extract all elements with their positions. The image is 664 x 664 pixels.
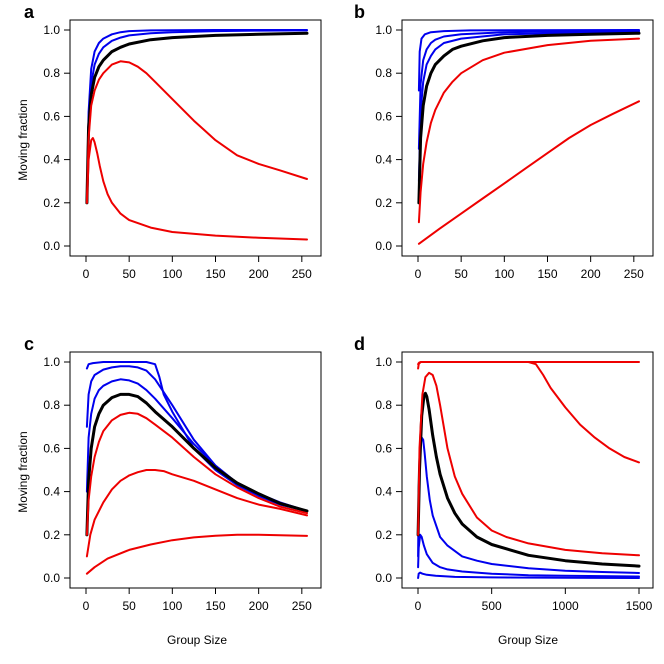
x-tick-label: 0 [415,267,422,281]
series-line-2 [85,29,308,204]
series-line-7 [85,533,308,575]
series-line-4 [85,392,309,537]
x-tick-label: 100 [162,599,182,613]
series-line-3 [417,30,640,183]
x-tick-label: 1000 [552,599,579,613]
series-line-2 [417,533,640,578]
x-tick-label: 0 [83,599,90,613]
x-tick-label: 200 [249,599,269,613]
x-tick-label: 0 [83,267,90,281]
series-line-6 [417,361,640,464]
series-line-2 [417,29,640,150]
series-line-4 [417,31,641,205]
panel-c-letter: c [24,334,34,354]
y-tick-label: 0.0 [375,239,392,253]
panel-a-ylabel: Moving fraction [16,99,30,180]
y-tick-label: 0.8 [375,66,392,80]
series-line-3 [85,31,309,205]
panel-c: 0 50 100 150 200 250 0.0 0.2 0.4 0.6 0.8 1.0 [43,351,322,613]
series-line-1 [417,29,640,92]
y-tick-label: 0.6 [375,441,392,455]
x-tick-label: 100 [494,267,514,281]
y-tick-label: 0.6 [43,441,60,455]
plot-frame [69,19,322,257]
y-tick-label: 0.6 [375,109,392,123]
plot-frame [401,351,654,589]
y-tick-label: 0.4 [43,153,60,167]
panel-c-ylabel: Moving fraction [16,431,30,512]
y-tick-label: 1.0 [43,23,60,37]
x-tick-label: 0 [415,599,422,613]
series-line-5 [417,37,640,224]
panel-b-letter: b [354,2,365,22]
panel-d-letter: d [354,334,365,354]
y-tick-label: 1.0 [375,23,392,37]
x-tick-label: 100 [162,267,182,281]
x-tick-label: 1500 [626,599,653,613]
y-tick-label: 0.2 [375,196,392,210]
plot-frame [401,19,654,257]
y-tick-label: 0.4 [43,485,60,499]
x-tick-label: 500 [482,599,502,613]
panel-b: 0 50 100 150 200 250 0.0 0.2 0.4 0.6 0.8 1.0 [375,19,654,281]
series-line-1 [85,361,308,512]
x-tick-label: 250 [624,267,644,281]
x-tick-label: 250 [292,267,312,281]
series-line-3 [85,378,308,512]
y-tick-label: 0.2 [375,528,392,542]
x-tick-label: 50 [122,267,136,281]
plot-frame [69,351,322,589]
x-tick-label: 150 [205,599,225,613]
series-line-5 [417,371,640,557]
y-tick-label: 1.0 [375,355,392,369]
series-line-1 [85,29,308,204]
series-line-5 [85,411,308,536]
x-tick-label: 50 [454,267,468,281]
series-line-4 [416,391,641,568]
y-tick-label: 0.8 [375,398,392,412]
y-tick-label: 1.0 [43,355,60,369]
y-tick-label: 0.8 [43,398,60,412]
panel-a: 0 50 100 150 200 250 0.0 0.2 0.4 0.6 0.8 1.0 [43,19,322,281]
series-line-6 [85,469,308,558]
y-tick-label: 0.0 [43,571,60,585]
series-line-4 [85,60,308,204]
x-tick-label: 200 [581,267,601,281]
series-line-1 [417,571,640,579]
series-line-7 [417,361,640,366]
panel-a-letter: a [24,2,35,22]
y-tick-label: 0.8 [43,66,60,80]
panel-d: 0 500 1000 1500 0.0 0.2 0.4 0.6 0.8 1.0 [375,351,654,613]
y-tick-label: 0.6 [43,109,60,123]
panel-c-xlabel: Group Size [167,633,227,647]
x-tick-label: 200 [249,267,269,281]
y-tick-label: 0.4 [375,153,392,167]
series-line-5 [85,137,308,241]
series-line-6 [417,100,640,245]
y-tick-label: 0.2 [43,528,60,542]
y-tick-label: 0.0 [43,239,60,253]
x-tick-label: 150 [205,267,225,281]
y-tick-label: 0.0 [375,571,392,585]
x-tick-label: 50 [122,599,136,613]
series-line-2 [85,365,308,512]
x-tick-label: 150 [537,267,557,281]
y-tick-label: 0.4 [375,485,392,499]
panel-d-xlabel: Group Size [498,633,558,647]
y-tick-label: 0.2 [43,196,60,210]
x-tick-label: 250 [292,599,312,613]
